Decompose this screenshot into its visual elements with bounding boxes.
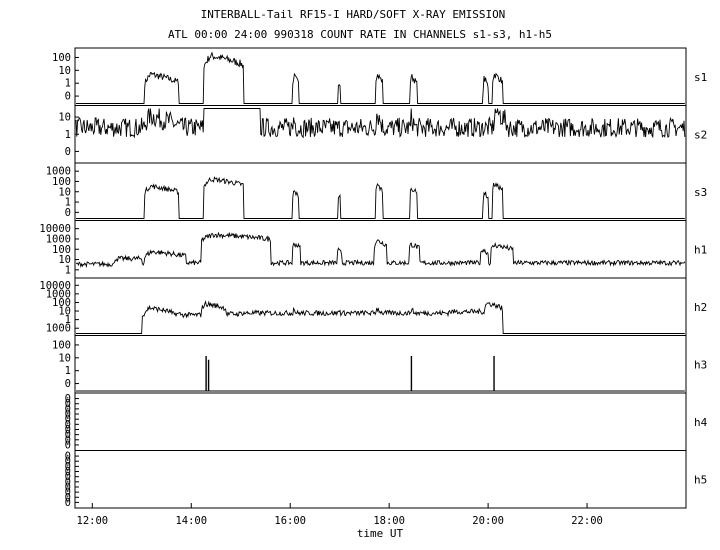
y-tick-label-h4: 0 xyxy=(65,409,71,421)
y-tick-label-h5: 0 xyxy=(65,461,71,473)
panel-frame-h4 xyxy=(74,392,687,451)
y-tick-label-h1: 10000 xyxy=(39,223,71,235)
x-tick-label: 18:00 xyxy=(373,515,405,527)
y-tick-label-s3: 1000 xyxy=(46,166,71,178)
y-tick-label-h2: 1000 xyxy=(46,323,71,335)
y-tick-label-h5: 0 xyxy=(65,481,71,493)
y-tick-label-h1: 100 xyxy=(52,244,71,256)
y-tick-label-h3: 0 xyxy=(65,378,71,390)
panel-frame-h5 xyxy=(74,450,687,509)
x-axis-label: time UT xyxy=(357,527,404,540)
x-tick-label: 22:00 xyxy=(571,515,603,527)
y-tick-label-h5: 0 xyxy=(65,471,71,483)
channel-label-s1: s1 xyxy=(694,71,707,84)
channel-label-h1: h1 xyxy=(694,243,707,256)
y-tick-label-h1: 10 xyxy=(58,254,71,266)
y-tick-label-h4: 0 xyxy=(65,414,71,426)
y-tick-label-s3: 100 xyxy=(52,176,71,188)
x-tick-label: 20:00 xyxy=(472,515,504,527)
y-tick-label-h3: 100 xyxy=(52,339,71,351)
y-tick-label-h4: 0 xyxy=(65,393,71,405)
y-tick-label-h4: 0 xyxy=(65,429,71,441)
y-tick-label-h1: 1000 xyxy=(46,233,71,245)
panel-frame-h3 xyxy=(74,335,687,394)
y-tick-label-s1: 0 xyxy=(65,91,71,103)
y-tick-label-s2: 0 xyxy=(65,146,71,158)
y-tick-label-h2: 1000 xyxy=(46,288,71,300)
y-tick-label-s2: 10 xyxy=(58,112,71,124)
y-tick-label-h3: 1 xyxy=(65,365,71,377)
y-tick-label-h5: 0 xyxy=(65,497,71,509)
series-line-s3 xyxy=(76,176,685,219)
channel-panels: s11001010s21010s310001001010h11000010001… xyxy=(39,47,708,509)
series-line-s2 xyxy=(75,108,686,139)
chart-title: INTERBALL-Tail RF15-I HARD/SOFT X-RAY EM… xyxy=(201,8,506,21)
y-tick-label-h2: 1 xyxy=(65,314,71,326)
y-tick-label-h2: 10000 xyxy=(39,280,71,292)
y-tick-label-s1: 10 xyxy=(58,65,71,77)
x-axis: 12:00 14:00 16:00 18:00 20:00 22:00 xyxy=(77,503,603,527)
panel-frame-s3 xyxy=(74,162,687,221)
y-tick-label-s1: 100 xyxy=(52,52,71,64)
channel-label-s2: s2 xyxy=(694,128,707,141)
y-tick-label-h1: 1 xyxy=(65,264,71,276)
y-tick-label-h4: 0 xyxy=(65,424,71,436)
y-tick-label-h2: 10 xyxy=(58,306,71,318)
y-tick-label-s1: 1 xyxy=(65,78,71,90)
y-tick-label-h4: 0 xyxy=(65,398,71,410)
y-tick-label-h3: 10 xyxy=(58,352,71,364)
x-tick-label: 12:00 xyxy=(77,515,109,527)
channel-label-h2: h2 xyxy=(694,301,707,314)
x-tick-label: 16:00 xyxy=(274,515,306,527)
y-tick-label-s3: 10 xyxy=(58,186,71,198)
chart-subtitle: ATL 00:00 24:00 990318 COUNT RATE IN CHA… xyxy=(168,28,552,41)
y-tick-label-h5: 0 xyxy=(65,487,71,499)
y-tick-label-h5: 0 xyxy=(65,456,71,468)
y-tick-label-h2: 100 xyxy=(52,297,71,309)
y-tick-label-h4: 0 xyxy=(65,419,71,431)
x-tick-label: 14:00 xyxy=(175,515,207,527)
y-tick-label-h4: 0 xyxy=(65,434,71,446)
y-tick-label-h5: 0 xyxy=(65,466,71,478)
channel-label-h3: h3 xyxy=(694,358,707,371)
y-tick-label-h5: 0 xyxy=(65,476,71,488)
panel-frame-h2 xyxy=(74,277,687,336)
channel-label-h5: h5 xyxy=(694,473,707,486)
y-tick-label-h4: 0 xyxy=(65,439,71,451)
series-line-s1 xyxy=(76,51,685,104)
y-tick-label-h5: 0 xyxy=(65,492,71,504)
y-tick-label-s3: 1 xyxy=(65,197,71,209)
panel-frame-h1 xyxy=(74,220,687,279)
y-tick-label-h4: 0 xyxy=(65,403,71,415)
channel-label-h4: h4 xyxy=(694,416,708,429)
series-line-h1 xyxy=(75,231,686,269)
y-tick-label-s2: 1 xyxy=(65,129,71,141)
series-line-h2 xyxy=(76,300,685,334)
channel-label-s3: s3 xyxy=(694,186,707,199)
y-tick-label-h5: 0 xyxy=(65,451,71,463)
y-tick-label-s3: 0 xyxy=(65,207,71,219)
